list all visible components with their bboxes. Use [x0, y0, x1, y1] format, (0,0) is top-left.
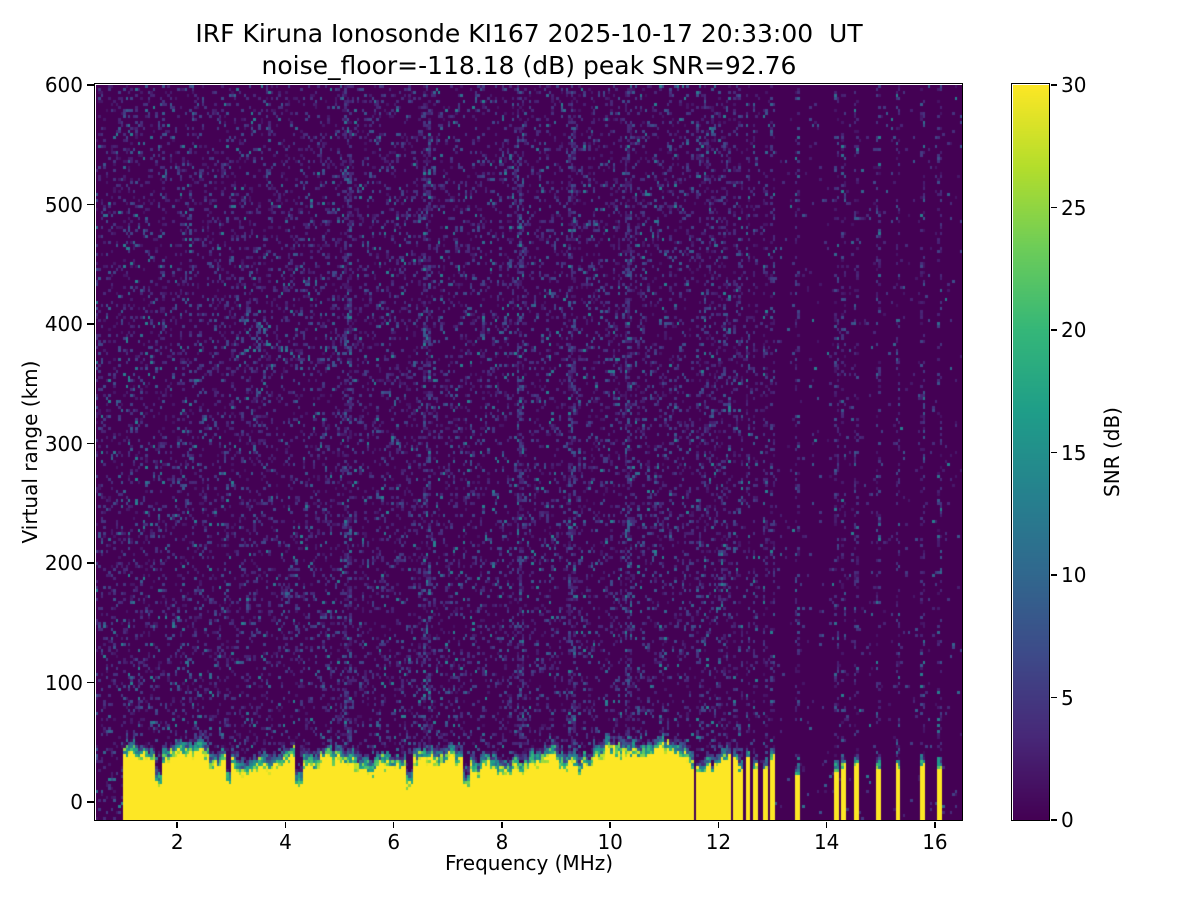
x-tick-label: 6 — [387, 830, 401, 854]
x-tick-mark — [609, 822, 611, 828]
colorbar-tick-label: 15 — [1061, 440, 1087, 465]
colorbar-tick-mark — [1051, 206, 1057, 209]
x-tick-label: 4 — [279, 830, 292, 854]
x-tick-mark — [392, 822, 395, 828]
colorbar-tick-mark — [1051, 819, 1057, 821]
x-tick-mark — [176, 822, 178, 828]
colorbar-label: SNR (dB) — [1100, 407, 1124, 497]
y-tick-label: 400 — [44, 312, 83, 337]
x-axis-label: Frequency (MHz) — [444, 851, 614, 875]
colorbar-tick-mark — [1051, 696, 1057, 699]
x-tick-mark — [501, 822, 503, 828]
x-tick-mark — [934, 822, 936, 828]
colorbar-tick-label: 10 — [1061, 563, 1087, 587]
y-tick-mark — [87, 442, 94, 445]
colorbar-tick-label: 30 — [1061, 73, 1087, 97]
colorbar-tick-mark — [1051, 84, 1057, 86]
y-axis-label: Virtual range (km) — [18, 360, 42, 544]
y-tick-label: 300 — [44, 431, 83, 456]
y-tick-mark — [87, 562, 94, 564]
x-tick-label: 16 — [922, 830, 948, 854]
x-tick-label: 2 — [170, 830, 184, 854]
y-tick-mark — [87, 323, 94, 325]
x-tick-label: 10 — [597, 830, 623, 854]
x-tick-label: 14 — [813, 830, 840, 854]
colorbar-tick-label: 25 — [1061, 195, 1087, 220]
x-tick-mark — [825, 822, 828, 828]
chart-title-line2: noise_floor=-118.18 (dB) peak SNR=92.76 — [261, 51, 797, 80]
y-tick-label: 200 — [44, 551, 83, 576]
x-tick-mark — [284, 822, 287, 828]
colorbar-tick-mark — [1051, 329, 1057, 331]
y-tick-mark — [87, 801, 94, 803]
colorbar-canvas — [1013, 85, 1049, 820]
y-tick-mark — [87, 203, 94, 206]
heatmap-canvas — [96, 85, 962, 820]
x-tick-label: 8 — [495, 830, 509, 854]
y-tick-label: 100 — [44, 670, 83, 695]
y-tick-label: 500 — [44, 192, 83, 217]
colorbar-tick-label: 20 — [1061, 318, 1087, 342]
y-tick-label: 600 — [44, 73, 83, 97]
y-tick-mark — [87, 681, 94, 684]
x-tick-mark — [717, 822, 720, 828]
colorbar-tick-mark — [1051, 451, 1057, 454]
x-tick-label: 12 — [705, 830, 732, 854]
chart-title-line1: IRF Kiruna Ionosonde KI167 2025-10-17 20… — [195, 19, 863, 48]
colorbar-tick-label: 5 — [1061, 685, 1074, 710]
colorbar-tick-label: 0 — [1061, 808, 1074, 832]
y-tick-label: 0 — [70, 790, 83, 815]
colorbar-tick-mark — [1051, 574, 1057, 576]
y-tick-mark — [87, 84, 94, 86]
